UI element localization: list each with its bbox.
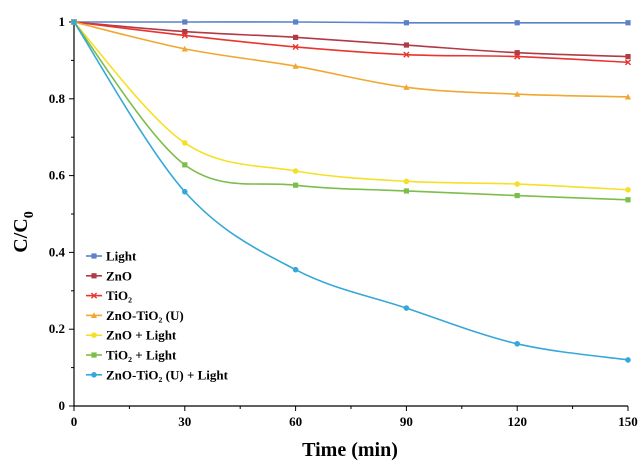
- data-point: [403, 84, 410, 90]
- legend-label: ZnO-TiO₂ (U) + Light: [106, 367, 229, 382]
- legend-item: TiO₂: [86, 288, 132, 303]
- legend-item: Light: [86, 249, 137, 264]
- y-tick-label: 0.8: [49, 91, 66, 106]
- data-point: [182, 140, 188, 146]
- data-point: [514, 192, 520, 199]
- legend-marker: [91, 273, 97, 279]
- legend-item: TiO₂ + Light: [86, 348, 177, 363]
- data-point: [182, 188, 188, 195]
- x-tick-label: 60: [289, 414, 302, 429]
- series-line: [73, 21, 629, 64]
- data-point: [403, 178, 410, 185]
- legend-label: TiO₂ + Light: [106, 348, 177, 363]
- legend-label: ZnO-TiO₂ (U): [106, 308, 184, 323]
- axes: 0 30 60 90 120 150 0 0.2 0.4 0.6 0.8 1: [49, 14, 638, 429]
- data-point: [624, 59, 632, 66]
- y-tick-label: 0: [59, 398, 66, 413]
- x-tick-label: 30: [178, 414, 191, 429]
- data-point: [625, 187, 631, 193]
- y-tick-label: 1: [59, 14, 66, 29]
- data-point: [181, 32, 188, 39]
- y-axis-title: C/C0: [10, 211, 37, 252]
- data-point: [514, 53, 521, 60]
- x-tick-label: 120: [507, 414, 527, 429]
- series-line: [73, 21, 629, 98]
- data-point: [514, 50, 520, 56]
- legend-item: ZnO-TiO₂ (U): [86, 308, 184, 323]
- y-tick-label: 0.4: [49, 244, 66, 259]
- y-tick-label: 0.6: [49, 168, 66, 183]
- legend-item: ZnO + Light: [86, 328, 177, 343]
- x-tick-label: 150: [618, 414, 638, 429]
- legend: Light ZnO TiO₂ ZnO-TiO₂ (U) ZnO + Light TiO₂ …: [86, 249, 229, 382]
- data-point: [292, 266, 299, 273]
- legend-marker: [90, 292, 98, 299]
- data-point: [514, 340, 520, 347]
- legend-marker: [91, 352, 97, 358]
- series-line: [73, 21, 629, 361]
- y-axis-title-subscript: 0: [22, 211, 37, 218]
- series-layer: [70, 18, 632, 363]
- x-tick-label: 90: [400, 414, 413, 429]
- legend-label: ZnO: [106, 268, 132, 283]
- series-line: [73, 21, 629, 201]
- legend-item: ZnO-TiO₂ (U) + Light: [86, 367, 229, 382]
- x-axis-title: Time (min): [302, 439, 398, 461]
- series-line: [73, 21, 629, 58]
- data-point: [292, 168, 299, 174]
- legend-item: ZnO: [86, 268, 132, 283]
- data-point: [182, 19, 188, 25]
- data-point: [624, 93, 632, 100]
- legend-marker: [90, 312, 98, 318]
- data-point: [182, 162, 188, 168]
- legend-marker: [91, 372, 97, 378]
- legend-label: ZnO + Light: [106, 328, 177, 343]
- series-zno-light: [71, 19, 631, 193]
- data-point: [293, 19, 299, 25]
- data-point: [625, 197, 631, 203]
- series-line: [73, 21, 628, 24]
- data-point: [71, 19, 77, 25]
- data-point: [514, 91, 521, 97]
- data-point: [625, 20, 631, 26]
- data-point: [293, 34, 299, 40]
- data-point: [292, 63, 299, 69]
- data-point: [403, 305, 410, 311]
- data-point: [293, 182, 299, 188]
- x-tick-label: 0: [71, 414, 78, 429]
- series-zno: [71, 19, 631, 60]
- series-zno-tio2-u-light: [71, 19, 631, 363]
- data-point: [514, 20, 520, 26]
- legend-label: Light: [106, 249, 137, 264]
- y-tick-label: 0.2: [49, 321, 65, 336]
- data-point: [514, 181, 520, 187]
- series-line: [73, 21, 629, 191]
- data-point: [625, 53, 631, 60]
- data-point: [403, 188, 409, 194]
- data-point: [403, 20, 409, 26]
- data-point: [182, 29, 188, 35]
- data-point: [403, 42, 409, 48]
- series-zno-tio2-u: [70, 18, 632, 100]
- data-point: [625, 357, 631, 363]
- legend-marker: [91, 332, 97, 339]
- legend-marker: [91, 253, 97, 259]
- data-point: [403, 51, 410, 58]
- data-point: [292, 43, 299, 51]
- series-tio2-light: [71, 19, 631, 203]
- series-light: [71, 19, 631, 26]
- data-point: [181, 45, 188, 52]
- y-axis-title-main: C/C: [10, 218, 32, 252]
- legend-label: TiO₂: [106, 288, 132, 303]
